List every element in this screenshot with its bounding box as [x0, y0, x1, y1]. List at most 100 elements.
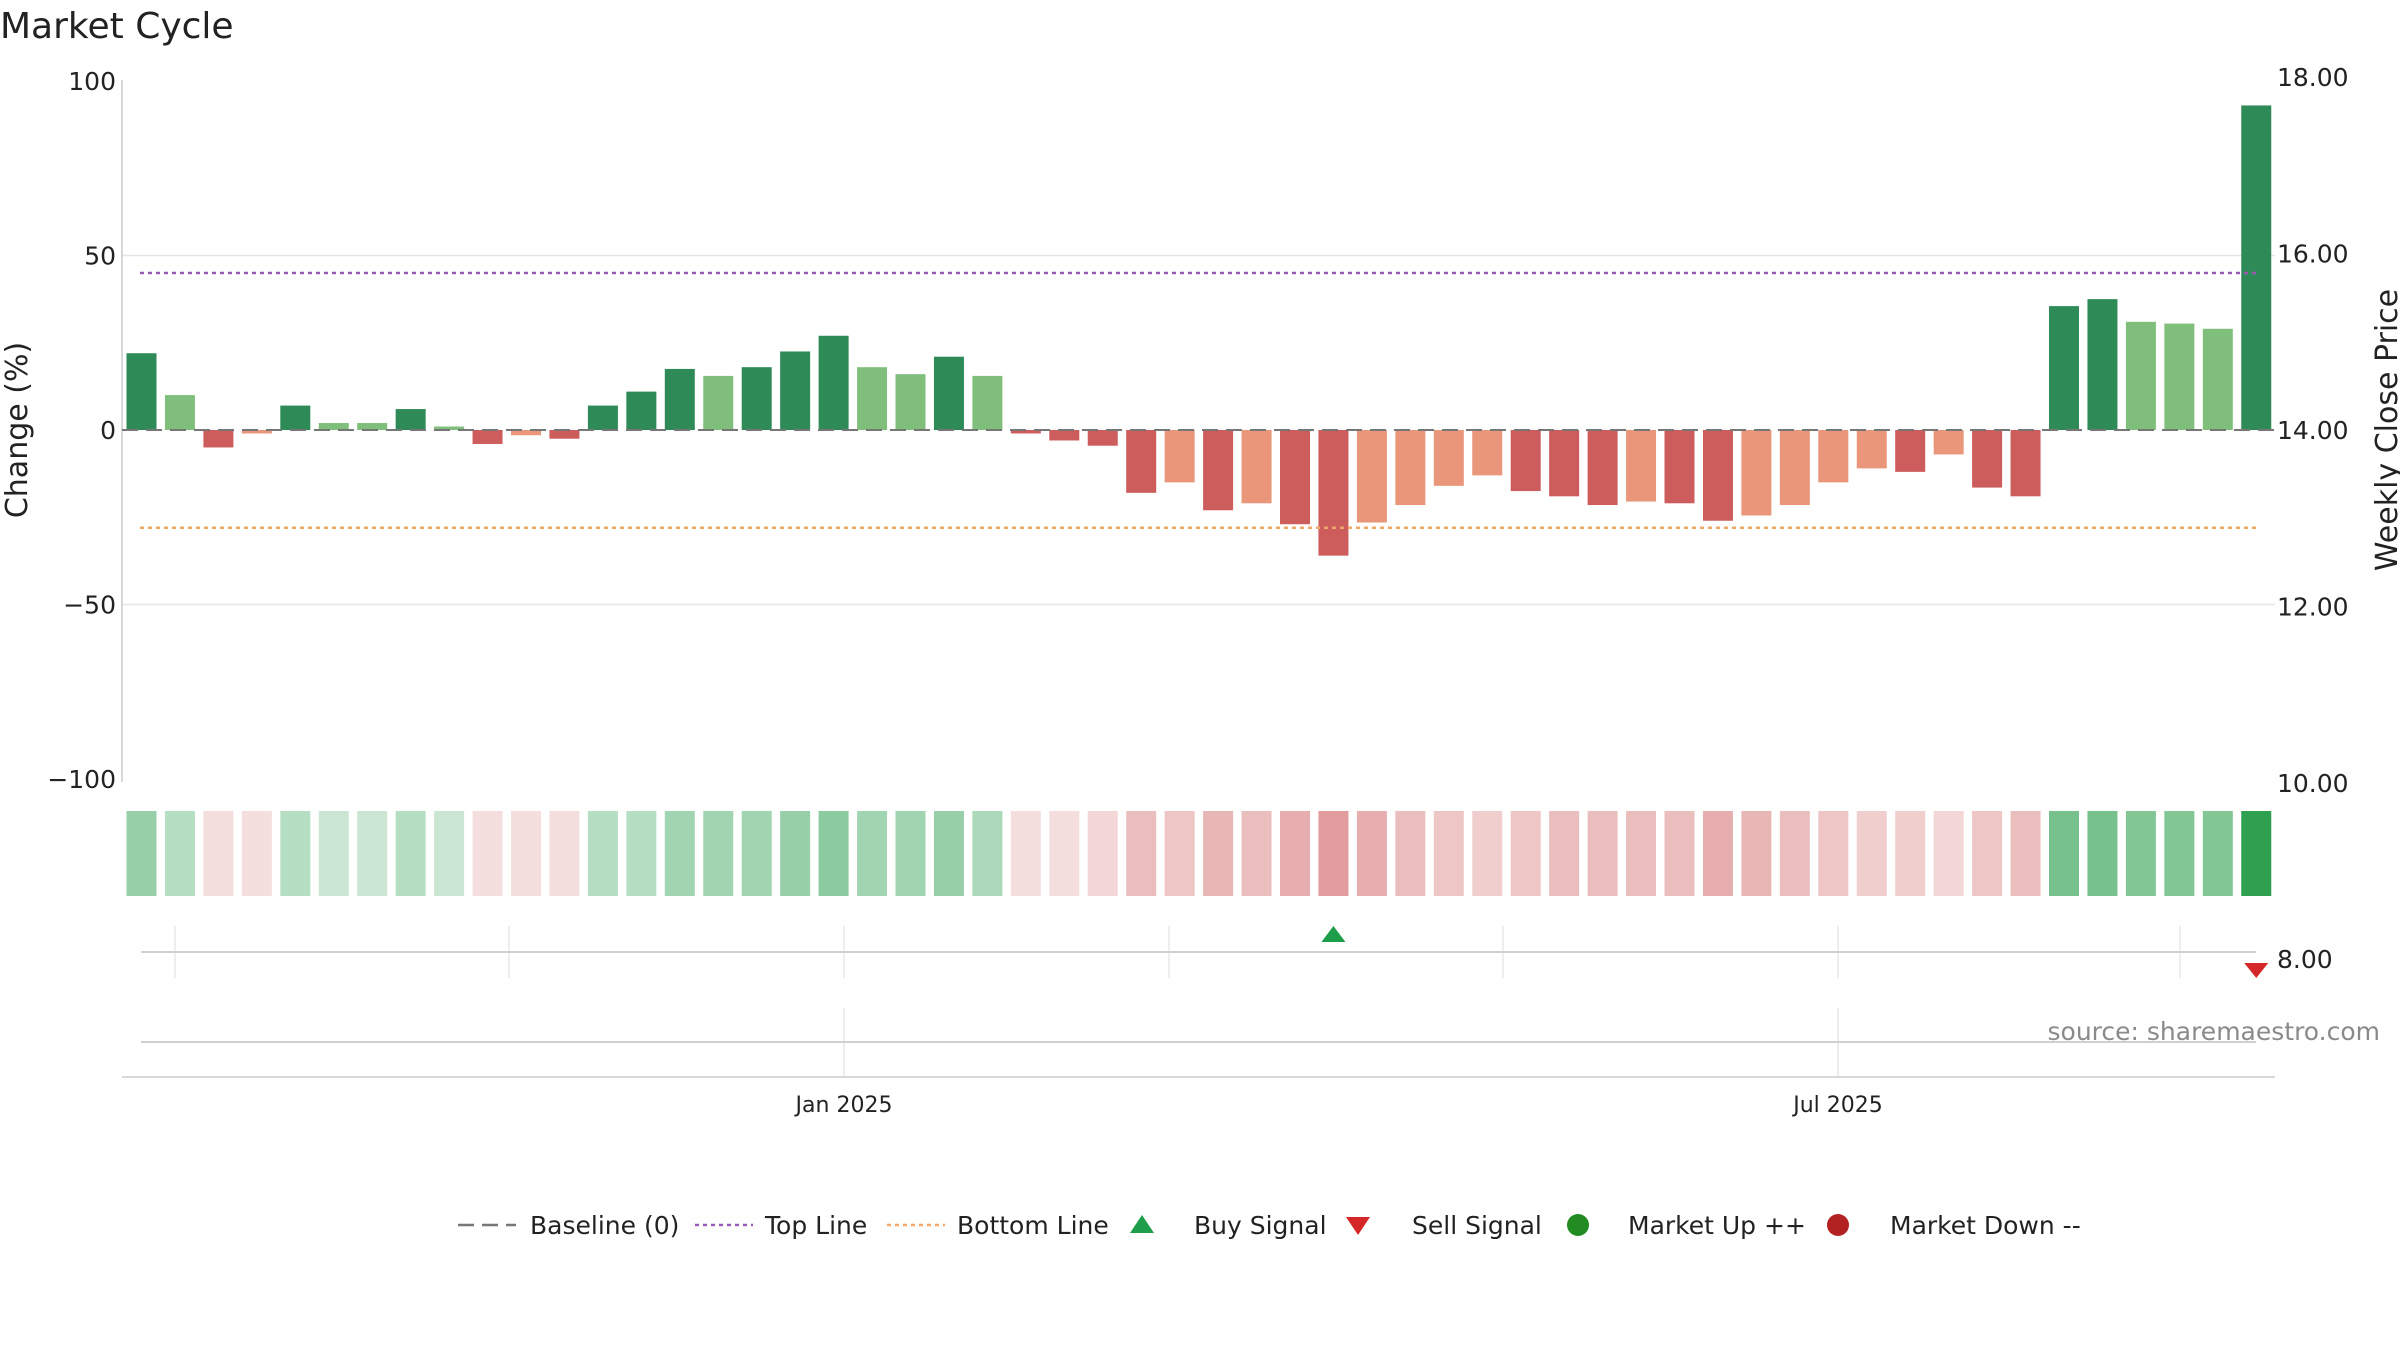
heat-cell [1741, 811, 1772, 896]
heat-cell [511, 811, 541, 896]
change-bar [1741, 430, 1772, 516]
heat-cell [780, 811, 811, 896]
heat-cell [2125, 811, 2156, 896]
change-bar [1433, 430, 1464, 486]
change-bar [780, 351, 811, 430]
heat-cell [818, 811, 849, 896]
change-bar [664, 368, 695, 430]
heat-cell [2164, 811, 2195, 896]
change-bar [1856, 430, 1887, 469]
chart-title: Market Cycle [0, 6, 234, 47]
heat-cell [241, 811, 272, 896]
y-tick-label: 0 [100, 416, 116, 445]
change-bar [1241, 430, 1272, 504]
change-bar [1972, 430, 2003, 488]
heat-cell [395, 811, 426, 896]
heat-cell [2241, 811, 2272, 896]
legend-label: Top Line [764, 1211, 867, 1240]
heat-cell [1587, 811, 1618, 896]
legend-market-down-dot-icon [1827, 1214, 1849, 1236]
change-bar [895, 374, 926, 430]
heat-cell [1972, 811, 2003, 896]
axes: 100500−50−10022.0020.0018.0016.0014.0012… [47, 63, 2349, 974]
change-bar [1933, 430, 1964, 455]
heat-cell [857, 811, 888, 896]
change-bar [2049, 306, 2079, 430]
legend-label: Market Down -- [1890, 1211, 2081, 1240]
change-bar [1664, 430, 1695, 504]
change-bar [1395, 430, 1426, 506]
heat-cell [895, 811, 926, 896]
change-bar [2202, 328, 2233, 430]
change-bar [2125, 321, 2156, 430]
change-bar [1587, 430, 1618, 506]
change-bars [122, 105, 2275, 556]
change-bar [703, 375, 734, 430]
heat-cell [664, 811, 695, 896]
heat-cell [1549, 811, 1580, 896]
change-bar [2087, 299, 2118, 430]
y-tick-label: 100 [68, 67, 116, 96]
change-bar [1280, 430, 1310, 525]
y2-axis-title: Weekly Close Price [2370, 289, 2400, 571]
heat-cell [318, 811, 349, 896]
heat-cell [280, 811, 311, 896]
heat-cell [1856, 811, 1887, 896]
change-bar [241, 430, 272, 434]
legend-item: Market Down -- [1827, 1211, 2081, 1240]
change-bar [626, 391, 657, 430]
legend-buy-triangle-icon [1130, 1215, 1154, 1233]
x-date-label: Jul 2025 [1791, 1093, 1883, 1118]
heat-cell [1241, 811, 1272, 896]
heat-cell [2049, 811, 2079, 896]
source-credit: source: sharemaestro.com [2048, 1017, 2381, 1046]
heat-cell [1472, 811, 1503, 896]
heat-cell [1010, 811, 1041, 896]
heat-cell [1126, 811, 1157, 896]
change-bar [280, 405, 311, 430]
legend: Baseline (0) Top Line Bottom Line Buy Signa… [458, 1211, 2081, 1240]
heat-cell [1818, 811, 1849, 896]
heat-cell [203, 811, 234, 896]
x-date-label: Jan 2025 [794, 1093, 893, 1118]
legend-item: Bottom Line [887, 1211, 1109, 1240]
change-bar [1318, 430, 1349, 556]
heat-cell [1664, 811, 1695, 896]
heat-cell [2087, 811, 2118, 896]
change-bar [1356, 430, 1387, 523]
heat-cell [126, 811, 157, 896]
heat-cell [1510, 811, 1541, 896]
change-bar [164, 395, 195, 430]
change-bar [1203, 430, 1234, 511]
heat-cell [434, 811, 465, 896]
change-bar [818, 335, 849, 430]
signal-track [141, 926, 2269, 978]
change-bar [549, 430, 580, 439]
heat-cell [1318, 811, 1349, 896]
heat-strip [126, 811, 2272, 896]
heat-cell [1395, 811, 1426, 896]
change-bar [1626, 430, 1657, 502]
legend-label: Sell Signal [1412, 1211, 1542, 1240]
heat-cell [1087, 811, 1118, 896]
legend-label: Market Up ++ [1628, 1211, 1806, 1240]
heat-cell [1049, 811, 1080, 896]
change-bar [1010, 430, 1041, 434]
legend-label: Baseline (0) [530, 1211, 679, 1240]
heat-cell [1280, 811, 1310, 896]
date-axis: Jan 2025 Jul 2025 [122, 1008, 2275, 1118]
y2-tick-label: 8.00 [2277, 945, 2333, 974]
heat-cell [587, 811, 618, 896]
heat-cell [1779, 811, 1810, 896]
heat-cell [2202, 811, 2233, 896]
legend-item: Top Line [695, 1211, 867, 1240]
change-bar [395, 409, 426, 430]
change-bar [2010, 430, 2041, 497]
change-bar [1895, 430, 1926, 472]
y2-tick-label: 14.00 [2277, 416, 2349, 445]
heat-cell [933, 811, 964, 896]
heat-cell [2010, 811, 2041, 896]
change-bar [1702, 430, 1733, 521]
change-bar [126, 353, 157, 430]
